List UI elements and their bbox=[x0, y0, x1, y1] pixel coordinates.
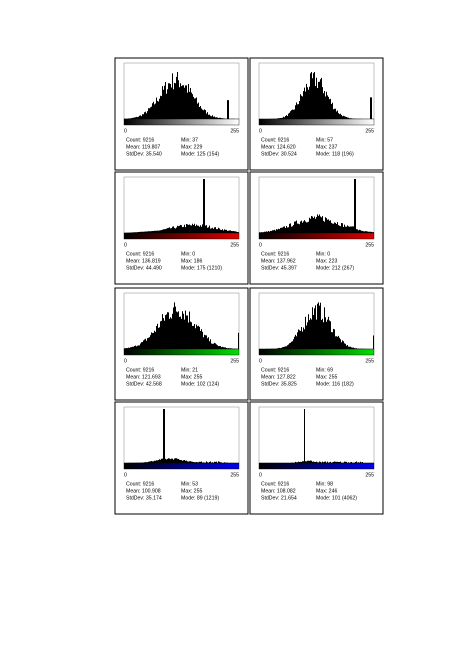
stat-min: Min: 37 bbox=[181, 137, 198, 143]
stat-mean: Mean: 127.822 bbox=[261, 374, 296, 380]
color-ramp bbox=[258, 462, 375, 470]
axis-max-label: 255 bbox=[365, 472, 374, 478]
histogram-shape bbox=[259, 179, 374, 233]
axis-max-label: 255 bbox=[365, 128, 374, 134]
stat-mode: Mode: 101 (4062) bbox=[316, 495, 357, 501]
axis-min-label: 0 bbox=[124, 358, 127, 364]
panel-border bbox=[249, 171, 384, 285]
stat-mean: Mean: 124.620 bbox=[261, 144, 296, 150]
color-ramp bbox=[258, 348, 375, 356]
color-ramp bbox=[123, 232, 240, 240]
stat-mean: Mean: 108.082 bbox=[261, 488, 296, 494]
stat-min: Min: 21 bbox=[181, 367, 198, 373]
stat-count: Count: 9216 bbox=[126, 251, 154, 257]
panel-border bbox=[249, 57, 384, 171]
histogram-shape bbox=[259, 302, 374, 349]
stat-stddev: StdDev: 35.825 bbox=[261, 381, 297, 387]
stat-min: Min: 0 bbox=[181, 251, 195, 257]
stat-stddev: StdDev: 30.524 bbox=[261, 151, 297, 157]
axis-min-label: 0 bbox=[124, 472, 127, 478]
plot-frame bbox=[123, 406, 240, 464]
stat-max: Max: 255 bbox=[181, 374, 202, 380]
stat-mean: Mean: 100.908 bbox=[126, 488, 161, 494]
stat-min: Min: 0 bbox=[316, 251, 330, 257]
axis-max-label: 255 bbox=[230, 358, 239, 364]
panel-border bbox=[114, 287, 249, 401]
stat-mode: Mode: 102 (124) bbox=[181, 381, 219, 387]
stat-max: Max: 255 bbox=[316, 374, 337, 380]
plot-frame bbox=[258, 406, 375, 464]
stat-max: Max: 237 bbox=[316, 144, 337, 150]
stat-min: Min: 98 bbox=[316, 481, 333, 487]
stat-max: Max: 246 bbox=[316, 488, 337, 494]
color-ramp bbox=[123, 348, 240, 356]
stat-max: Max: 255 bbox=[181, 488, 202, 494]
axis-max-label: 255 bbox=[230, 128, 239, 134]
panel-border bbox=[114, 57, 249, 171]
stat-mode: Mode: 116 (182) bbox=[316, 381, 354, 387]
stat-max: Max: 229 bbox=[181, 144, 202, 150]
axis-min-label: 0 bbox=[259, 128, 262, 134]
histogram-shape bbox=[259, 72, 374, 119]
panel-border bbox=[114, 401, 249, 515]
stat-count: Count: 9216 bbox=[261, 137, 289, 143]
stat-min: Min: 69 bbox=[316, 367, 333, 373]
color-ramp bbox=[123, 462, 240, 470]
stat-max: Max: 186 bbox=[181, 258, 202, 264]
stat-count: Count: 9216 bbox=[261, 251, 289, 257]
axis-min-label: 0 bbox=[259, 242, 262, 248]
stat-stddev: StdDev: 21.654 bbox=[261, 495, 297, 501]
stat-stddev: StdDev: 44.490 bbox=[126, 265, 162, 271]
stat-count: Count: 9216 bbox=[126, 137, 154, 143]
color-ramp bbox=[123, 118, 240, 126]
stat-min: Min: 57 bbox=[316, 137, 333, 143]
color-ramp bbox=[258, 232, 375, 240]
panel-border bbox=[249, 287, 384, 401]
stat-count: Count: 9216 bbox=[261, 481, 289, 487]
stat-mode: Mode: 175 (1210) bbox=[181, 265, 222, 271]
axis-min-label: 0 bbox=[259, 472, 262, 478]
stat-mode: Mode: 212 (267) bbox=[316, 265, 354, 271]
panel-border bbox=[114, 171, 249, 285]
stat-stddev: StdDev: 35.540 bbox=[126, 151, 162, 157]
stat-mode: Mode: 125 (154) bbox=[181, 151, 219, 157]
stat-mode: Mode: 118 (196) bbox=[316, 151, 354, 157]
stat-max: Max: 223 bbox=[316, 258, 337, 264]
stat-mean: Mean: 121.693 bbox=[126, 374, 161, 380]
stat-stddev: StdDev: 42.568 bbox=[126, 381, 162, 387]
axis-max-label: 255 bbox=[365, 358, 374, 364]
color-ramp bbox=[258, 118, 375, 126]
stat-min: Min: 53 bbox=[181, 481, 198, 487]
histogram-shape bbox=[124, 302, 239, 349]
stat-mean: Mean: 137.962 bbox=[261, 258, 296, 264]
histogram-shape bbox=[124, 72, 239, 119]
axis-min-label: 0 bbox=[124, 242, 127, 248]
axis-max-label: 255 bbox=[230, 242, 239, 248]
stat-mean: Mean: 136.819 bbox=[126, 258, 161, 264]
stat-count: Count: 9216 bbox=[126, 367, 154, 373]
stat-stddev: StdDev: 45.397 bbox=[261, 265, 297, 271]
panel-border bbox=[249, 401, 384, 515]
axis-min-label: 0 bbox=[124, 128, 127, 134]
stat-stddev: StdDev: 35.174 bbox=[126, 495, 162, 501]
stat-count: Count: 9216 bbox=[261, 367, 289, 373]
axis-min-label: 0 bbox=[259, 358, 262, 364]
stat-mode: Mode: 89 (1219) bbox=[181, 495, 219, 501]
stat-mean: Mean: 119.807 bbox=[126, 144, 160, 150]
plot-frame bbox=[123, 176, 240, 234]
axis-max-label: 255 bbox=[230, 472, 239, 478]
axis-max-label: 255 bbox=[365, 242, 374, 248]
stat-count: Count: 9216 bbox=[126, 481, 154, 487]
